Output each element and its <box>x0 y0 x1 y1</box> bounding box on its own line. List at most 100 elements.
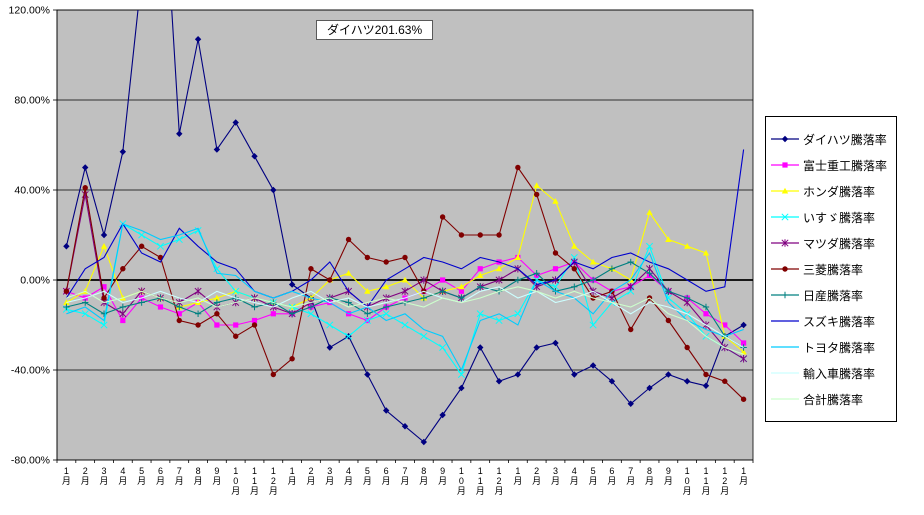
series-total <box>66 286 744 355</box>
y-axis-label: 120.00% <box>9 5 50 17</box>
x-axis-label-char: 月 <box>532 476 541 486</box>
x-axis-label-char: 9 <box>440 466 445 476</box>
x-axis-label-char: 月 <box>513 476 522 486</box>
x-axis-label-char: 月 <box>344 476 353 486</box>
x-axis-label-char: 8 <box>421 466 426 476</box>
x-axis-label-char: 月 <box>739 476 748 486</box>
legend-label: マツダ騰落率 <box>803 236 876 251</box>
legend-item-nissan: 日産騰落率 <box>770 282 892 308</box>
x-axis-label-char: 月 <box>325 476 334 486</box>
x-axis-label-char: 月 <box>645 476 654 486</box>
x-axis-label-char: 6 <box>609 466 614 476</box>
legend-marker-mitsubishi <box>771 266 799 272</box>
x-axis-label-char: 1 <box>515 466 520 476</box>
x-axis-label-char: 5 <box>365 466 370 476</box>
legend-item-suzuki: スズキ騰落率 <box>770 308 892 334</box>
x-axis-label-char: 月 <box>212 476 221 486</box>
legend-label: 輸入車騰落率 <box>803 366 876 381</box>
chart-annotation: ダイハツ201.63% <box>316 20 434 40</box>
x-axis-label-char: 4 <box>572 466 577 476</box>
legend-label: トヨタ騰落率 <box>803 340 876 355</box>
x-axis-label-char: 月 <box>382 476 391 486</box>
x-axis-label-char: 8 <box>647 466 652 476</box>
x-axis-label-char: 月 <box>269 486 278 496</box>
legend-label: 日産騰落率 <box>803 288 864 303</box>
x-axis-label-char: 月 <box>81 476 90 486</box>
x-axis-label-char: 1 <box>233 466 238 476</box>
y-axis-label: -80.00% <box>11 455 50 467</box>
legend-label: スズキ騰落率 <box>803 314 876 329</box>
chart-legend: ダイハツ騰落率 富士重工騰落率 ホンダ騰落率 いすゞ騰落率 マツダ騰落率 三菱騰落率日産騰… <box>765 116 897 422</box>
x-axis-label-char: 月 <box>495 486 504 496</box>
x-axis-label-char: 月 <box>306 476 315 486</box>
legend-marker-honda <box>771 187 799 194</box>
x-axis-label-char: 月 <box>683 486 692 496</box>
x-axis-label-char: 月 <box>194 476 203 486</box>
series-toyota <box>66 223 744 372</box>
legend-label: 合計騰落率 <box>803 392 864 407</box>
legend-marker-toyota <box>771 346 799 348</box>
legend-label: ダイハツ騰落率 <box>803 132 887 147</box>
x-axis-label-char: 3 <box>102 466 107 476</box>
x-axis-label-char: 月 <box>701 486 710 496</box>
x-axis-labels: 1月2月3月4月5月6月7月8月9月10月11月12月1月2月3月4月5月6月7… <box>62 466 748 496</box>
x-axis-label-char: 3 <box>553 466 558 476</box>
series-daihatsu <box>63 10 747 446</box>
legend-marker-imported <box>771 372 799 374</box>
x-axis-label-char: 月 <box>589 476 598 486</box>
x-axis-label-char: 月 <box>720 486 729 496</box>
x-axis-label-char: 1 <box>722 466 727 476</box>
x-axis-label-char: 0 <box>459 476 464 486</box>
series-line-toyota <box>66 223 744 372</box>
x-axis-label-char: 月 <box>137 476 146 486</box>
x-axis-label-char: 月 <box>551 476 560 486</box>
x-axis-label-char: 2 <box>271 476 276 486</box>
x-axis-label-char: 月 <box>156 476 165 486</box>
x-axis-label-char: 月 <box>100 476 109 486</box>
x-axis-label-char: 7 <box>402 466 407 476</box>
legend-marker-isuzu <box>771 213 799 221</box>
x-axis-label-char: 9 <box>666 466 671 476</box>
x-axis-label-char: 2 <box>308 466 313 476</box>
x-axis-label-char: 月 <box>457 486 466 496</box>
y-axis-label: 0.00% <box>20 275 50 287</box>
legend-label: 富士重工騰落率 <box>803 158 888 173</box>
x-axis-label-char: 4 <box>120 466 125 476</box>
series-imported <box>66 286 744 348</box>
x-axis-label-char: 1 <box>64 466 69 476</box>
legend-marker-fuji-heavy <box>771 162 799 168</box>
x-axis-label-char: 1 <box>252 466 257 476</box>
x-axis-label-char: 月 <box>288 476 297 486</box>
x-axis-label-char: 月 <box>626 476 635 486</box>
legend-label: ホンダ騰落率 <box>803 184 876 199</box>
x-axis-label-char: 月 <box>231 486 240 496</box>
legend-item-fuji-heavy: 富士重工騰落率 <box>770 152 892 178</box>
legend-marker-suzuki <box>771 320 799 322</box>
x-axis-label-char: 4 <box>346 466 351 476</box>
x-axis-label-char: 5 <box>139 466 144 476</box>
legend-item-toyota: トヨタ騰落率 <box>770 334 892 360</box>
legend-label: いすゞ騰落率 <box>803 210 876 225</box>
legend-item-mazda: マツダ騰落率 <box>770 230 892 256</box>
x-axis-label-char: 月 <box>250 486 259 496</box>
x-axis-label-char: 6 <box>158 466 163 476</box>
legend-item-honda: ホンダ騰落率 <box>770 178 892 204</box>
x-axis-label-char: 2 <box>534 466 539 476</box>
x-axis-label-char: 2 <box>83 466 88 476</box>
legend-item-total: 合計騰落率 <box>770 386 892 412</box>
x-axis-label-char: 0 <box>233 476 238 486</box>
x-axis-label-char: 1 <box>685 466 690 476</box>
line-chart: 120.00%80.00%40.00%0.00%-40.00%-80.00%1月… <box>9 5 754 496</box>
x-axis-label-char: 1 <box>478 476 483 486</box>
x-axis-label-char: 8 <box>196 466 201 476</box>
x-axis-label-char: 0 <box>685 476 690 486</box>
x-axis-label-char: 9 <box>214 466 219 476</box>
plot-background <box>56 9 754 461</box>
legend-label: 三菱騰落率 <box>803 262 864 277</box>
x-axis-label-char: 月 <box>476 486 485 496</box>
x-axis-label-char: 2 <box>722 476 727 486</box>
x-axis-label-char: 7 <box>177 466 182 476</box>
legend-item-daihatsu: ダイハツ騰落率 <box>770 126 892 152</box>
x-axis-label-char: 月 <box>118 476 127 486</box>
x-axis-label-char: 1 <box>459 466 464 476</box>
